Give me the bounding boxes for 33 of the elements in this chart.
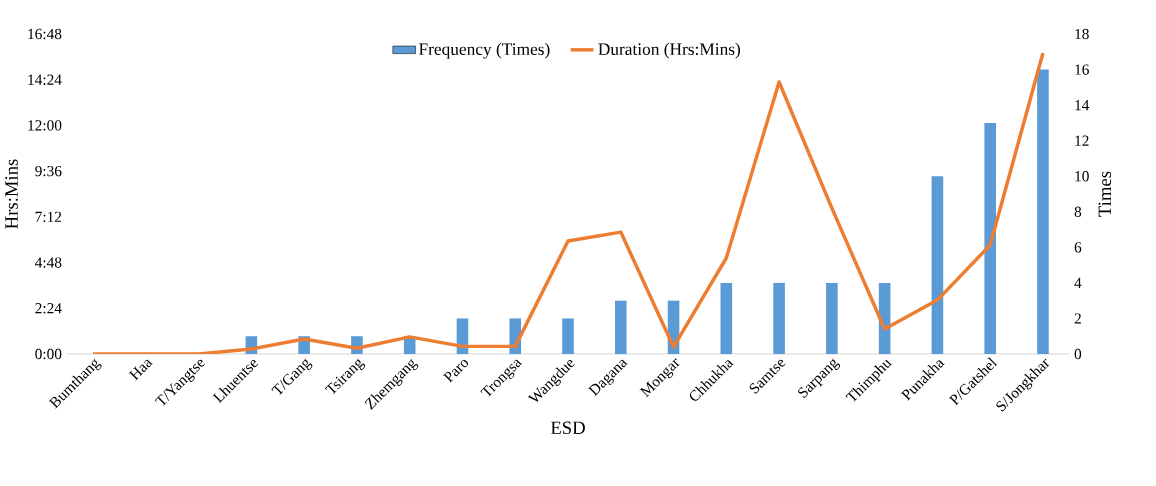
x-tick-label: Paro	[442, 359, 469, 383]
y-axis-title: Hrs:Mins	[5, 159, 18, 229]
y2-tick-label: 10	[1075, 171, 1089, 182]
y2-tick-label: 16	[1075, 64, 1089, 75]
y-tick-label: 4:48	[34, 257, 62, 268]
y-tick-label: 2:24	[35, 303, 62, 314]
bar	[984, 122, 996, 354]
legend-label: Duration (Hrs:Mins)	[598, 42, 741, 59]
y2-tick-label: 8	[1074, 206, 1082, 217]
y-tick-label: 12:00	[28, 120, 62, 131]
x-tick-label: Haa	[128, 359, 153, 381]
y-tick-label: 7:12	[35, 211, 62, 223]
y-tick-label: 14:24	[28, 74, 62, 85]
bar	[720, 282, 733, 354]
bar	[562, 318, 574, 354]
bar	[773, 282, 785, 354]
y-tick-label: 16:48	[28, 28, 62, 40]
bar	[614, 300, 627, 354]
bar	[1037, 69, 1049, 354]
y2-tick-label: 12	[1075, 135, 1089, 146]
y2-tick-label: 0	[1074, 348, 1082, 360]
x-axis-title: ESD	[550, 421, 585, 435]
y2-tick-label: 2	[1074, 313, 1081, 324]
y-tick-label: 0:00	[35, 348, 62, 360]
legend-label: Frequency (Times)	[419, 42, 550, 59]
bar	[931, 176, 944, 354]
bar	[826, 282, 838, 354]
y2-tick-label: 14	[1075, 100, 1090, 111]
y-tick-label: 9:36	[35, 165, 62, 177]
y2-axis-title: Times	[1098, 171, 1112, 217]
y2-tick-label: 6	[1074, 242, 1082, 253]
y2-tick-label: 18	[1075, 28, 1089, 40]
y2-tick-label: 4	[1074, 277, 1082, 288]
